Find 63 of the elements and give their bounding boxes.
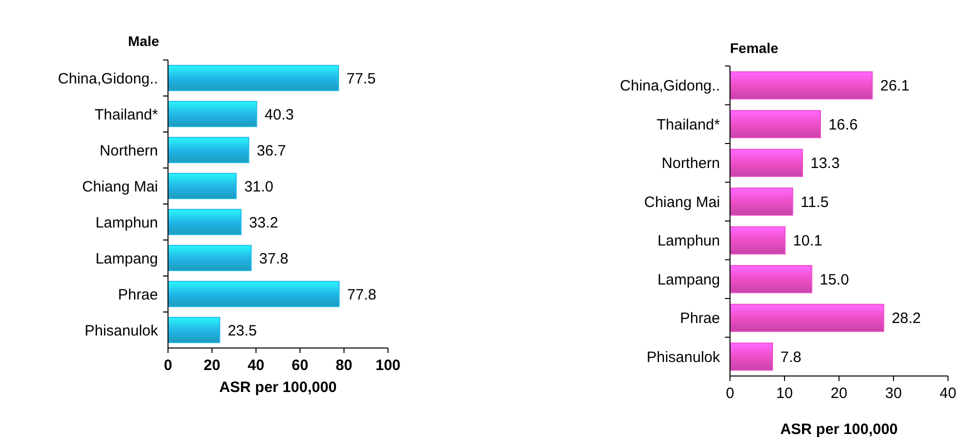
x-tick-label: 0 xyxy=(164,357,172,374)
data-label: 37.8 xyxy=(259,250,288,268)
bar xyxy=(730,148,803,177)
y-tick-label: Phrae xyxy=(118,286,158,304)
bar xyxy=(168,136,250,164)
data-label: 23.5 xyxy=(228,322,257,340)
y-tick-label: Northern xyxy=(100,142,158,160)
y-tick-label: Phrae xyxy=(680,310,720,328)
chart-title: Male xyxy=(128,33,160,49)
y-tick-label: China,Gidong.. xyxy=(620,78,720,95)
data-label: 13.3 xyxy=(810,155,840,172)
data-label: 77.5 xyxy=(346,70,376,88)
y-tick-label: Lampang xyxy=(657,271,720,288)
chart-title: Female xyxy=(730,40,778,56)
y-tick-label: Northern xyxy=(662,155,720,172)
y-tick-label: Thailand* xyxy=(656,116,720,134)
y-tick-label: Thailand* xyxy=(94,106,158,124)
x-tick-label: 20 xyxy=(204,357,220,374)
bar xyxy=(168,208,242,236)
x-tick-label: 40 xyxy=(940,385,956,402)
y-tick-label: Chiang Mai xyxy=(644,194,720,211)
bar xyxy=(730,304,884,332)
data-label: 36.7 xyxy=(256,142,286,160)
x-axis-title: ASR per 100,000 xyxy=(219,379,337,396)
data-label: 31.0 xyxy=(244,178,274,196)
y-tick-label: Phisanulok xyxy=(646,348,720,366)
x-tick-label: 40 xyxy=(248,357,264,374)
y-tick-label: Lampang xyxy=(95,250,158,268)
data-label: 26.1 xyxy=(880,78,910,95)
bar xyxy=(730,265,812,294)
bar xyxy=(730,110,821,138)
x-tick-label: 10 xyxy=(776,385,793,402)
x-tick-label: 20 xyxy=(830,385,848,402)
y-tick-label: China,Gidong.. xyxy=(58,70,158,88)
y-tick-label: Lamphun xyxy=(95,214,158,232)
bar xyxy=(168,244,252,272)
data-label: 15.0 xyxy=(820,271,849,288)
bar xyxy=(168,172,237,200)
bar xyxy=(730,71,873,100)
y-tick-label: Lamphun xyxy=(657,232,720,250)
data-label: 7.8 xyxy=(780,348,802,366)
bar xyxy=(730,226,786,254)
data-label: 77.8 xyxy=(347,286,376,304)
x-tick-label: 0 xyxy=(726,385,734,402)
data-label: 11.5 xyxy=(800,194,829,211)
bar xyxy=(168,280,340,308)
bar xyxy=(168,64,339,92)
y-tick-label: Phisanulok xyxy=(84,322,158,340)
data-label: 28.2 xyxy=(892,310,921,328)
bar xyxy=(168,100,258,128)
data-label: 10.1 xyxy=(793,232,822,250)
x-tick-label: 30 xyxy=(885,385,902,402)
x-axis-title: ASR per 100,000 xyxy=(780,421,898,438)
x-tick-label: 80 xyxy=(336,357,352,374)
bar xyxy=(168,316,220,344)
x-tick-label: 60 xyxy=(292,357,308,374)
bar xyxy=(730,188,794,216)
y-tick-label: Chiang Mai xyxy=(82,178,158,196)
data-label: 40.3 xyxy=(264,106,294,124)
bar xyxy=(730,342,774,371)
x-tick-label: 100 xyxy=(375,357,401,374)
data-label: 33.2 xyxy=(249,214,278,232)
data-label: 16.6 xyxy=(828,116,858,134)
